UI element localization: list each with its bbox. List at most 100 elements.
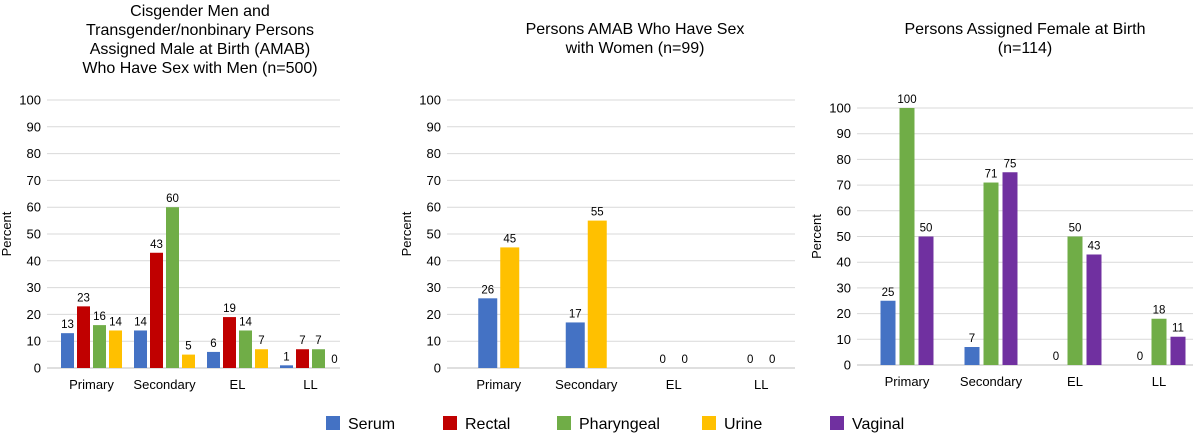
- data-label: 14: [109, 316, 122, 328]
- y-tick-label: 40: [427, 253, 441, 268]
- chart-panel-2: Persons AMAB Who Have Sex with Women (n=9…: [399, 21, 795, 392]
- bar-vaginal: [918, 236, 934, 365]
- bar-urine: [109, 330, 122, 368]
- bar-rectal: [223, 317, 236, 368]
- legend-label-urine: Urine: [724, 416, 762, 433]
- data-label: 43: [150, 239, 163, 251]
- data-label: 11: [1172, 323, 1184, 335]
- data-label: 71: [985, 169, 998, 181]
- bar-serum: [134, 330, 147, 368]
- y-tick-label: 80: [427, 146, 441, 161]
- data-label: 14: [239, 316, 252, 328]
- y-tick-label: 100: [829, 101, 851, 116]
- y-tick-label: 80: [837, 152, 851, 167]
- bar-serum: [880, 300, 896, 365]
- bar-vaginal: [1002, 172, 1018, 365]
- x-tick-label: LL: [303, 377, 317, 392]
- bar-urine: [255, 349, 268, 368]
- chart-title-line: Cisgender Men and: [130, 3, 270, 20]
- chart-title-line: Persons Assigned Female at Birth: [904, 21, 1145, 38]
- bar-urine: [587, 220, 607, 368]
- data-label: 7: [299, 335, 305, 347]
- legend-label-vaginal: Vaginal: [852, 416, 904, 433]
- y-axis-label: Percent: [0, 211, 14, 256]
- data-label: 14: [134, 316, 147, 328]
- y-tick-label: 50: [27, 227, 41, 242]
- bar-serum: [964, 347, 980, 365]
- data-label: 55: [591, 207, 604, 219]
- bar-serum: [61, 333, 74, 368]
- x-tick-label: EL: [230, 377, 246, 392]
- bar-vaginal: [1170, 336, 1186, 365]
- chart-title-line: (n=114): [998, 40, 1052, 57]
- chart-panel-1: Cisgender Men and Transgender/nonbinary P…: [0, 3, 340, 392]
- bar-rectal: [296, 349, 309, 368]
- data-label: 17: [569, 308, 582, 320]
- bar-pharyngeal: [166, 207, 179, 368]
- bar-urine: [500, 247, 520, 368]
- bar-serum: [565, 322, 585, 368]
- bar-pharyngeal: [1067, 236, 1083, 365]
- data-label: 0: [1053, 351, 1059, 363]
- y-tick-label: 30: [27, 280, 41, 295]
- x-tick-label: Primary: [476, 377, 521, 392]
- y-tick-label: 70: [27, 173, 41, 188]
- x-tick-label: LL: [754, 377, 768, 392]
- bar-serum: [280, 365, 293, 368]
- x-tick-label: Secondary: [555, 377, 618, 392]
- bar-pharyngeal: [93, 325, 106, 368]
- legend-label-pharyngeal: Pharyngeal: [579, 416, 660, 433]
- y-tick-label: 0: [34, 361, 41, 376]
- y-axis-label: Percent: [809, 214, 824, 259]
- bar-vaginal: [1086, 254, 1102, 365]
- chart-title-line: with Women (n=99): [565, 40, 705, 57]
- data-label: 45: [503, 233, 516, 245]
- bar-rectal: [150, 252, 163, 368]
- data-label: 7: [315, 335, 321, 347]
- data-label: 7: [969, 333, 975, 345]
- data-label: 50: [1069, 223, 1082, 235]
- data-label: 26: [481, 284, 494, 296]
- chart-title-line: Assigned Male at Birth (AMAB): [90, 41, 311, 58]
- data-label: 19: [223, 303, 236, 315]
- bar-pharyngeal: [312, 349, 325, 368]
- data-label: 1: [283, 351, 289, 363]
- legend-swatch-pharyngeal: [557, 416, 571, 430]
- y-tick-label: 100: [19, 93, 41, 108]
- x-tick-label: Primary: [69, 377, 114, 392]
- y-tick-label: 80: [27, 146, 41, 161]
- data-label: 100: [897, 94, 916, 106]
- chart-title: Cisgender Men and Transgender/nonbinary P…: [82, 3, 317, 77]
- data-label: 16: [93, 311, 106, 323]
- bar-pharyngeal: [1151, 318, 1167, 365]
- y-tick-label: 60: [427, 200, 441, 215]
- y-tick-label: 50: [427, 227, 441, 242]
- y-tick-label: 40: [27, 253, 41, 268]
- bar-pharyngeal: [899, 108, 915, 365]
- data-label: 5: [185, 341, 191, 353]
- chart-title-line: Who Have Sex with Men (n=500): [82, 60, 317, 77]
- data-label: 75: [1004, 158, 1017, 170]
- y-tick-label: 70: [427, 173, 441, 188]
- chart-title-line: Transgender/nonbinary Persons: [86, 22, 314, 39]
- data-label: 25: [882, 287, 895, 299]
- y-tick-label: 20: [427, 307, 441, 322]
- y-tick-label: 70: [837, 178, 851, 193]
- data-label: 0: [1137, 351, 1143, 363]
- bar-rectal: [77, 306, 90, 368]
- chart-title: Persons AMAB Who Have Sex with Women (n=9…: [526, 21, 745, 57]
- bar-urine: [182, 354, 195, 368]
- x-tick-label: Secondary: [133, 377, 196, 392]
- y-tick-label: 90: [837, 126, 851, 141]
- y-tick-label: 50: [837, 229, 851, 244]
- x-tick-label: EL: [666, 377, 682, 392]
- x-tick-label: Primary: [885, 374, 930, 389]
- y-tick-label: 60: [837, 203, 851, 218]
- y-tick-label: 40: [837, 255, 851, 270]
- data-label: 60: [166, 193, 179, 205]
- legend-label-serum: Serum: [348, 416, 395, 433]
- chart-panel-3: Persons Assigned Female at Birth (n=114) 0…: [809, 21, 1193, 389]
- y-tick-label: 30: [427, 280, 441, 295]
